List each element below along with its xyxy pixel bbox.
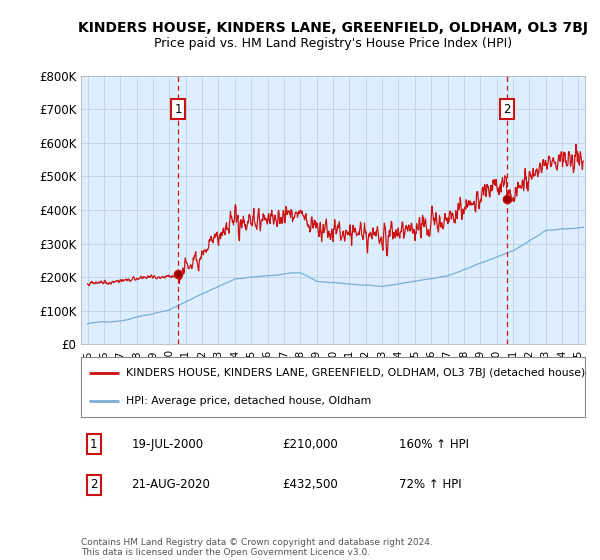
Text: 19-JUL-2000: 19-JUL-2000 <box>131 438 203 451</box>
Text: HPI: Average price, detached house, Oldham: HPI: Average price, detached house, Oldh… <box>127 396 371 406</box>
Text: £210,000: £210,000 <box>283 438 338 451</box>
Text: 1: 1 <box>175 102 182 116</box>
Text: 2: 2 <box>90 478 97 491</box>
Text: £432,500: £432,500 <box>283 478 338 491</box>
Text: 72% ↑ HPI: 72% ↑ HPI <box>398 478 461 491</box>
Text: 21-AUG-2020: 21-AUG-2020 <box>131 478 210 491</box>
Text: KINDERS HOUSE, KINDERS LANE, GREENFIELD, OLDHAM, OL3 7BJ: KINDERS HOUSE, KINDERS LANE, GREENFIELD,… <box>78 21 588 35</box>
Text: Contains HM Land Registry data © Crown copyright and database right 2024.
This d: Contains HM Land Registry data © Crown c… <box>81 538 433 557</box>
Text: KINDERS HOUSE, KINDERS LANE, GREENFIELD, OLDHAM, OL3 7BJ (detached house): KINDERS HOUSE, KINDERS LANE, GREENFIELD,… <box>127 368 586 378</box>
Text: Price paid vs. HM Land Registry's House Price Index (HPI): Price paid vs. HM Land Registry's House … <box>154 37 512 50</box>
Text: 2: 2 <box>503 102 511 116</box>
Text: 1: 1 <box>90 438 97 451</box>
Text: 160% ↑ HPI: 160% ↑ HPI <box>398 438 469 451</box>
